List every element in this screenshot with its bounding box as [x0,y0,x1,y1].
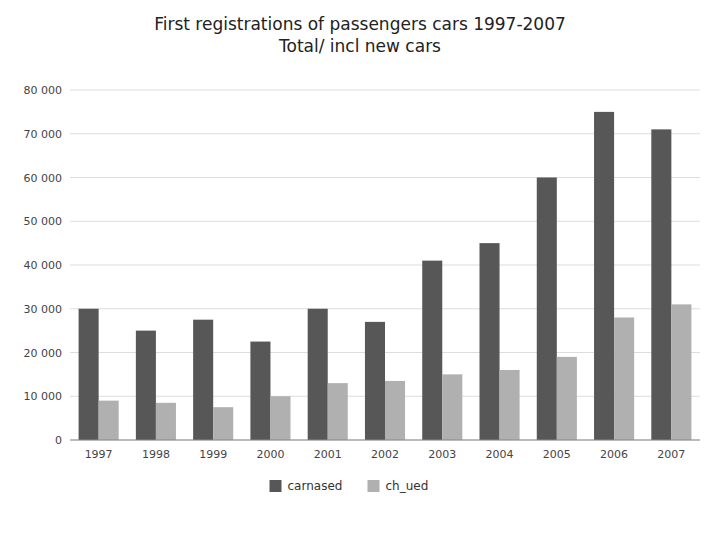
bar [365,322,385,440]
title-line: First registrations of passengers cars 1… [154,14,566,34]
x-tick-label: 2006 [600,448,628,461]
y-tick-label: 80 000 [24,84,63,97]
y-axis: 0 10 000 20 000 30 000 40 000 50 000 60 000 70 … [24,84,701,447]
bar [328,383,348,440]
x-tick-label: 2005 [543,448,571,461]
bar [537,178,557,441]
x-tick-label: 1997 [85,448,113,461]
bar [385,381,405,440]
grid-line [70,440,700,441]
bar [480,243,500,440]
bars [79,112,692,440]
x-tick-label: 2000 [256,448,284,461]
bar [442,374,462,440]
grid-line [70,90,700,91]
y-tick-label: 60 000 [24,172,63,185]
x-tick-label: 2002 [371,448,399,461]
bar [270,396,290,440]
bar [422,261,442,440]
y-tick-label: 50 000 [24,215,63,228]
chart: First registrations of passengers cars 1… [0,0,720,540]
bar [308,309,328,440]
legend-swatch [368,480,380,492]
y-tick-label: 10 000 [24,390,63,403]
x-tick-label: 1999 [199,448,227,461]
bar [156,403,176,440]
bar [213,407,233,440]
legend: carnased ch_ued [270,479,429,493]
x-tick-label: 2001 [314,448,342,461]
bar [614,318,634,441]
bar [557,357,577,440]
x-axis: 1997 1998 1999 2000 2001 2002 2003 2004 2005 2006… [85,448,686,461]
bar [250,342,270,440]
x-tick-label: 2007 [657,448,685,461]
bar [193,320,213,440]
y-tick-label: 30 000 [24,303,63,316]
bar [671,304,691,440]
y-tick-label: 40 000 [24,259,63,272]
y-tick-label: 20 000 [24,347,63,360]
title: First registrations of passengers cars 1… [154,14,566,56]
y-tick-label: 70 000 [24,128,63,141]
x-axis-line [70,440,700,441]
bar [500,370,520,440]
bar [136,331,156,440]
title-line: Total/ incl new cars [278,36,441,56]
legend-swatch [270,480,282,492]
y-tick-label: 0 [55,434,62,447]
x-tick-label: 2004 [486,448,514,461]
x-tick-label: 1998 [142,448,170,461]
bar [79,309,99,440]
legend-label: carnased [288,479,343,493]
bar [651,129,671,440]
bar [99,401,119,440]
x-tick-label: 2003 [428,448,456,461]
legend-label: ch_ued [386,479,429,493]
bar [594,112,614,440]
